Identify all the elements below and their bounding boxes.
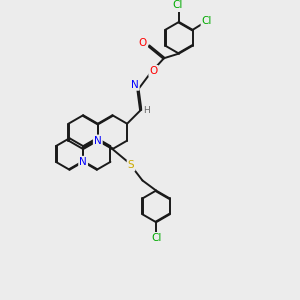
Text: N: N bbox=[131, 80, 139, 90]
Text: N: N bbox=[94, 136, 102, 146]
Text: H: H bbox=[143, 106, 150, 115]
Text: Cl: Cl bbox=[172, 0, 183, 10]
Text: O: O bbox=[149, 66, 158, 76]
Text: Cl: Cl bbox=[202, 16, 212, 26]
Text: Cl: Cl bbox=[151, 233, 161, 243]
Text: N: N bbox=[79, 157, 87, 167]
Text: S: S bbox=[128, 160, 134, 170]
Text: O: O bbox=[139, 38, 147, 48]
